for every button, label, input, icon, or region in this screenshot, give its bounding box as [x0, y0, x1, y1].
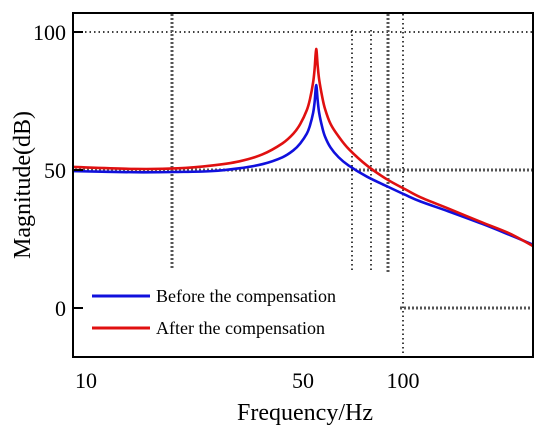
- x-tick-label-10: 10: [75, 368, 97, 393]
- legend-label-before: Before the compensation: [156, 286, 336, 306]
- series-line-before: [72, 83, 534, 246]
- y-tick-marks: [73, 31, 83, 309]
- series-line-after: [72, 47, 534, 248]
- x-axis-title: Frequency/Hz: [237, 400, 373, 426]
- y-tick-label-100: 100: [33, 20, 66, 45]
- y-axis-title: Magnitude(dB): [10, 111, 36, 259]
- x-tick-labels: 10 50 100: [75, 368, 420, 393]
- legend: Before the compensation After the compen…: [92, 286, 336, 338]
- x-tick-label-50: 50: [292, 368, 314, 393]
- legend-label-after: After the compensation: [156, 318, 325, 338]
- series-layer: [72, 47, 534, 248]
- y-tick-labels: 100 50 0: [33, 20, 66, 321]
- y-tick-label-50: 50: [44, 158, 66, 183]
- plot-frame: [72, 12, 534, 358]
- y-tick-label-0: 0: [55, 296, 66, 321]
- x-tick-label-100: 100: [387, 368, 420, 393]
